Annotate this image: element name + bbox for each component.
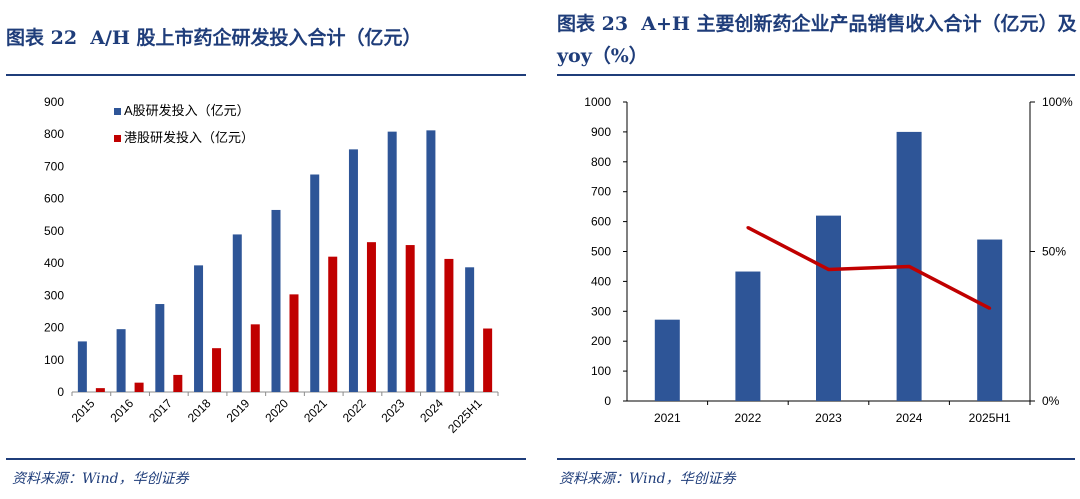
right-y-tick-label: 500 [591,245,611,259]
right-y2-tick-label: 100% [1042,95,1073,109]
left-legend-label: A股研发投入（亿元） [124,103,250,118]
right-y2-tick-label: 0% [1042,394,1060,408]
left-bar-hk-share [173,374,183,392]
left-y-tick-label: 200 [44,321,64,335]
left-y-tick-label: 300 [44,288,64,302]
left-x-tick-label: 2024 [417,396,446,425]
left-y-tick-label: 400 [44,256,64,270]
left-bar-hk-share [483,328,493,392]
right-chart-panel: 图表 23 A+H 主要创新药企业产品销售收入合计（亿元）及 yoy（%） 0 1… [551,0,1080,499]
right-x-tick-label: 2025H1 [969,411,1011,425]
left-legend-swatch [114,108,121,115]
right-y-tick-label: 100 [591,364,611,378]
right-y-tick-label: 1000 [584,95,611,109]
right-x-tick-label: 2022 [735,411,762,425]
left-x-tick-label: 2023 [379,396,408,425]
left-x-tick-label: 2025H1 [445,396,485,436]
left-source: 资料来源：Wind，华创证券 [12,471,189,487]
left-bar-a-share [155,304,165,392]
left-bar-a-share [310,174,320,392]
right-source: 资料来源：Wind，华创证券 [559,471,736,487]
left-figure-label: 图表 22 [6,27,78,49]
right-source-rule [557,458,1075,460]
right-yoy-point [746,226,750,230]
left-x-tick-label: 2019 [224,396,253,425]
left-bar-chart: 0 100 200 300 400 500 600 700 800 900 2015 2016 2017… [44,95,499,436]
right-figure-title-text: A+H 主要创新药企业产品销售收入合计（亿元）及 yoy（%） [557,13,1077,67]
left-bar-a-share [194,265,204,392]
left-bar-hk-share [134,382,144,392]
left-bar-a-share [271,209,281,392]
right-figure-label: 图表 23 [557,13,629,35]
left-bar-a-share [232,234,242,392]
left-bar-hk-share [95,388,105,392]
right-x-tick-label: 2024 [896,411,923,425]
left-chart-panel: 图表 22 A/H 股上市药企研发投入合计（亿元） 0 100 200 300 400 5… [6,22,526,487]
right-y-tick-label: 800 [591,155,611,169]
left-bar-a-share [77,341,87,392]
left-bar-hk-share [328,256,338,392]
left-bar-a-share [387,131,397,392]
left-y-tick-label: 900 [44,95,64,109]
left-figure-title-text: A/H 股上市药企研发投入合计（亿元） [90,27,422,49]
left-x-tick-label: 2022 [340,396,369,425]
left-x-tick-label: 2018 [185,396,214,425]
right-yoy-line [747,226,991,310]
left-bar-a-share [116,329,126,392]
left-x-tick-label: 2016 [107,396,136,425]
left-y-tick-label: 500 [44,224,64,238]
left-y-tick-label: 100 [44,353,64,367]
right-x-tick-label: 2021 [654,411,681,425]
left-bar-hk-share [366,242,376,392]
left-bar-a-share [348,149,358,392]
left-source-rule [6,458,526,460]
right-yoy-point [907,264,911,268]
right-bar-sales [977,239,1003,401]
left-bar-a-share [426,130,436,392]
left-bar-hk-share [212,348,222,392]
left-x-tick-label: 2017 [146,396,175,425]
left-y-tick-label: 800 [44,127,64,141]
right-y-tick-label: 900 [591,125,611,139]
right-title-rule [557,74,1075,76]
right-yoy-point [827,267,830,271]
right-y-tick-label: 400 [591,274,611,288]
right-y-tick-label: 700 [591,185,611,199]
right-bar-sales [654,319,680,401]
left-bar-hk-share [444,258,454,392]
right-y-tick-label: 200 [591,334,611,348]
left-bar-hk-share [289,294,299,392]
left-x-tick-label: 2015 [69,396,98,425]
right-x-tick-label: 2023 [815,411,842,425]
right-bar-sales [735,271,761,401]
left-y-tick-label: 0 [57,385,64,399]
right-y-tick-label: 300 [591,304,611,318]
left-bar-hk-share [405,245,415,392]
right-bar-sales [816,215,841,401]
right-combo-chart: 0 100 200 300 400 500 600 700 800 900 1000 0% 50% 100… [584,95,1073,425]
left-title-rule [6,74,526,76]
left-bar-hk-share [250,324,260,392]
left-bar-a-share [465,267,475,392]
right-figure-title: 图表 23 A+H 主要创新药企业产品销售收入合计（亿元）及 yoy（%） [557,8,1077,72]
left-figure-title: 图表 22 A/H 股上市药企研发投入合计（亿元） [6,22,526,54]
left-x-tick-label: 2020 [262,396,291,425]
left-y-tick-label: 700 [44,159,64,173]
right-y2-tick-label: 50% [1042,245,1066,259]
left-legend-label: 港股研发投入（亿元） [124,130,254,145]
left-y-tick-label: 600 [44,192,64,206]
right-y-tick-label: 0 [604,394,611,408]
right-yoy-point [988,306,992,310]
left-x-tick-label: 2021 [301,396,330,425]
right-y-tick-label: 600 [591,215,611,229]
left-legend-swatch [114,135,121,142]
